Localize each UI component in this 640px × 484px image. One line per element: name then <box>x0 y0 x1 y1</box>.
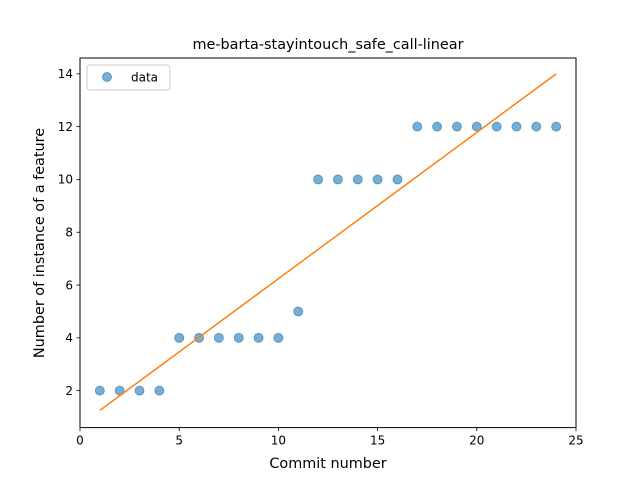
data-point <box>392 174 403 185</box>
x-axis-ticks: 0 5 10 15 20 25 <box>76 427 584 448</box>
chart-title: me-barta-stayintouch_safe_call-linear <box>192 37 463 53</box>
data-point <box>253 332 264 343</box>
x-tick-label: 10 <box>271 434 286 448</box>
data-point <box>273 332 284 343</box>
legend-box <box>86 64 171 91</box>
data-point <box>491 121 502 132</box>
data-point <box>94 385 105 396</box>
y-tick-label: 10 <box>58 173 73 187</box>
data-point <box>154 385 165 396</box>
y-tick-label: 14 <box>58 67 73 81</box>
data-point <box>134 385 145 396</box>
plot-area: 0 5 10 15 20 25 2 4 6 8 10 12 14 data <box>58 57 584 448</box>
data-point <box>471 121 482 132</box>
data-point <box>332 174 343 185</box>
y-tick-label: 2 <box>65 384 73 398</box>
data-point <box>432 121 443 132</box>
data-point <box>174 332 185 343</box>
legend: data <box>86 64 171 91</box>
data-point <box>313 174 324 185</box>
data-point <box>531 121 542 132</box>
x-axis-label: Commit number <box>269 456 386 472</box>
x-tick-label: 15 <box>370 434 385 448</box>
y-tick-label: 12 <box>58 120 73 134</box>
data-point <box>293 306 304 317</box>
data-point <box>412 121 423 132</box>
series-layer <box>94 73 562 412</box>
axes-frame <box>79 57 577 429</box>
data-point <box>213 332 224 343</box>
data-point <box>551 121 562 132</box>
fit-line <box>99 73 557 412</box>
data-point <box>511 121 522 132</box>
y-tick-label: 8 <box>65 226 73 240</box>
data-point <box>451 121 462 132</box>
x-tick-label: 25 <box>568 434 583 448</box>
y-tick-label: 4 <box>65 331 73 345</box>
legend-label-data: data <box>131 71 158 85</box>
y-axis-ticks: 2 4 6 8 10 12 14 <box>58 67 80 398</box>
y-axis-label: Number of instance of a feature <box>32 128 48 358</box>
x-tick-label: 5 <box>175 434 183 448</box>
legend-marker-data <box>102 72 112 82</box>
y-tick-label: 6 <box>65 278 73 292</box>
data-point <box>372 174 383 185</box>
x-tick-label: 20 <box>469 434 484 448</box>
x-tick-label: 0 <box>76 434 84 448</box>
data-point <box>233 332 244 343</box>
data-point <box>352 174 363 185</box>
